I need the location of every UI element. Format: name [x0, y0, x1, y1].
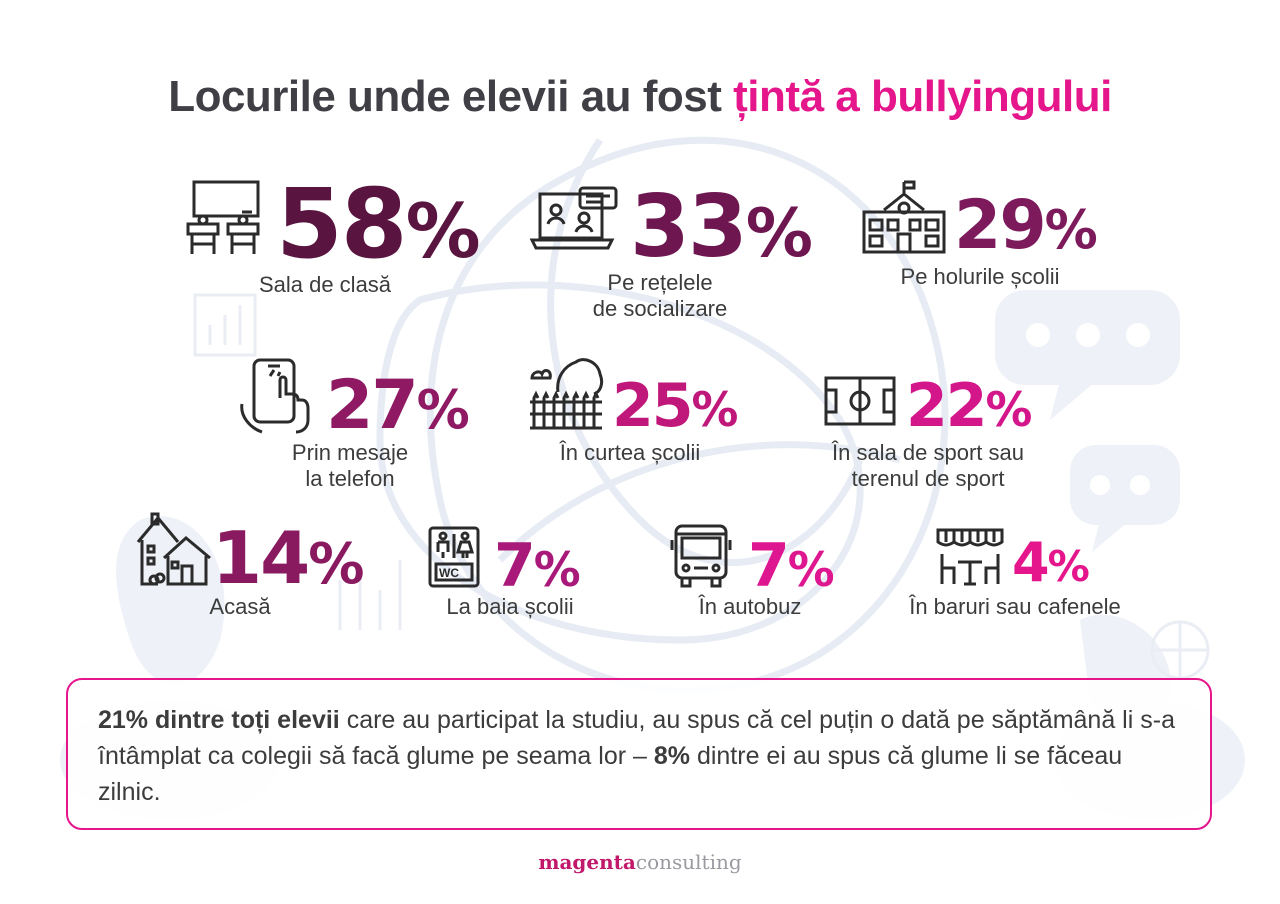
stat-label: În baruri sau cafenele — [909, 594, 1121, 619]
label-line-2: de socializare — [592, 296, 728, 321]
title-accent: țintă a bullyingului — [733, 72, 1112, 121]
cafe-icon — [936, 524, 1004, 586]
label-line-2: terenul de sport — [851, 466, 1005, 491]
page-title: Locurile unde elevii au fost țintă a bul… — [0, 72, 1280, 122]
stat-label: Prin mesaje la telefon — [240, 440, 460, 492]
stat-value: 33% — [630, 177, 813, 277]
house-icon — [134, 512, 212, 586]
phone-hand-icon — [240, 358, 316, 434]
label-line-2: la telefon — [305, 466, 395, 491]
label-line-1: Prin mesaje — [291, 440, 409, 465]
brand-logo: magentaconsulting — [0, 850, 1280, 874]
classroom-icon — [186, 180, 266, 256]
title-text: Locurile unde elevii au fost — [168, 72, 734, 121]
callout-text-2: dintre ei au spus că glume li se făceau … — [98, 742, 1123, 806]
callout-text-1: care au participat la studiu, au spus că… — [98, 706, 1175, 770]
brand-part-2: consulting — [635, 850, 742, 874]
stat-value: 29% — [954, 186, 1098, 265]
stat-label: Pe rețelele de socializare — [540, 270, 780, 322]
stat-label: Sala de clasă — [258, 272, 392, 297]
callout-highlight-1: 21% dintre toți elevii — [98, 706, 340, 734]
stat-label: În sala de sport sau terenul de sport — [808, 440, 1048, 492]
label-line-1: Pe rețelele — [607, 270, 713, 295]
stat-value: 14% — [212, 516, 365, 600]
brand-part-1: magenta — [538, 850, 636, 874]
bus-icon — [670, 524, 732, 588]
sports-field-icon — [824, 376, 896, 426]
stat-label: Acasă — [209, 594, 271, 619]
stat-value: 22% — [906, 371, 1033, 441]
wc-icon: WC — [428, 526, 480, 588]
school-building-icon — [862, 180, 946, 254]
stat-value: 7% — [494, 531, 581, 601]
wc-icon-text: WC — [439, 566, 459, 580]
label-line-1: În sala de sport sau — [831, 440, 1024, 465]
laptop-video-call-icon — [530, 186, 620, 252]
school-yard-icon — [528, 356, 604, 430]
stat-value: 58% — [276, 168, 481, 280]
summary-callout: 21% dintre toți elevii care au participa… — [66, 678, 1212, 830]
stat-value: 7% — [748, 531, 835, 601]
callout-highlight-2: 8% — [653, 742, 690, 770]
stat-value: 27% — [326, 366, 470, 445]
stat-label: În autobuz — [698, 594, 802, 619]
stat-value: 4% — [1012, 531, 1090, 594]
stat-label: Pe holurile școlii — [900, 264, 1060, 289]
stat-value: 25% — [612, 371, 739, 441]
stat-label: În curtea școlii — [559, 440, 701, 465]
stat-label: La baia școlii — [446, 594, 574, 619]
